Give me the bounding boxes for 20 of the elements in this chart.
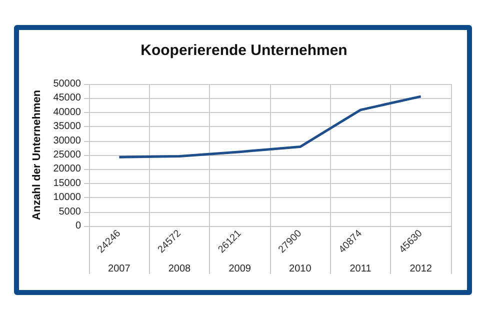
y-tick-label: 35000 — [53, 121, 82, 132]
x-tick-label: 2009 — [228, 264, 252, 274]
line-series — [118, 95, 422, 158]
y-tick-label: 25000 — [53, 150, 82, 160]
y-tick-label: 15000 — [53, 178, 82, 189]
y-tick-label: 20000 — [53, 164, 82, 175]
y-tick-label: 30000 — [53, 135, 82, 146]
y-axis-title: Anzahl der Unternehmen — [30, 90, 43, 220]
y-tick-label: 40000 — [53, 106, 82, 118]
y-tick-label: 0 — [75, 220, 82, 232]
x-tick-label: 2012 — [410, 264, 432, 274]
x-tick-label: 2010 — [289, 264, 312, 274]
x-tick-label: 2011 — [350, 264, 372, 274]
chart-title: Kooperierende Unternehmen — [140, 42, 348, 59]
x-tick-label: 2008 — [168, 264, 192, 274]
x-tick-label: 2007 — [108, 264, 131, 274]
y-tick-label: 5000 — [58, 206, 82, 218]
y-tick-label: 45000 — [53, 92, 82, 104]
y-tick-label: 50000 — [53, 78, 82, 90]
y-tick-label: 10000 — [53, 192, 82, 204]
